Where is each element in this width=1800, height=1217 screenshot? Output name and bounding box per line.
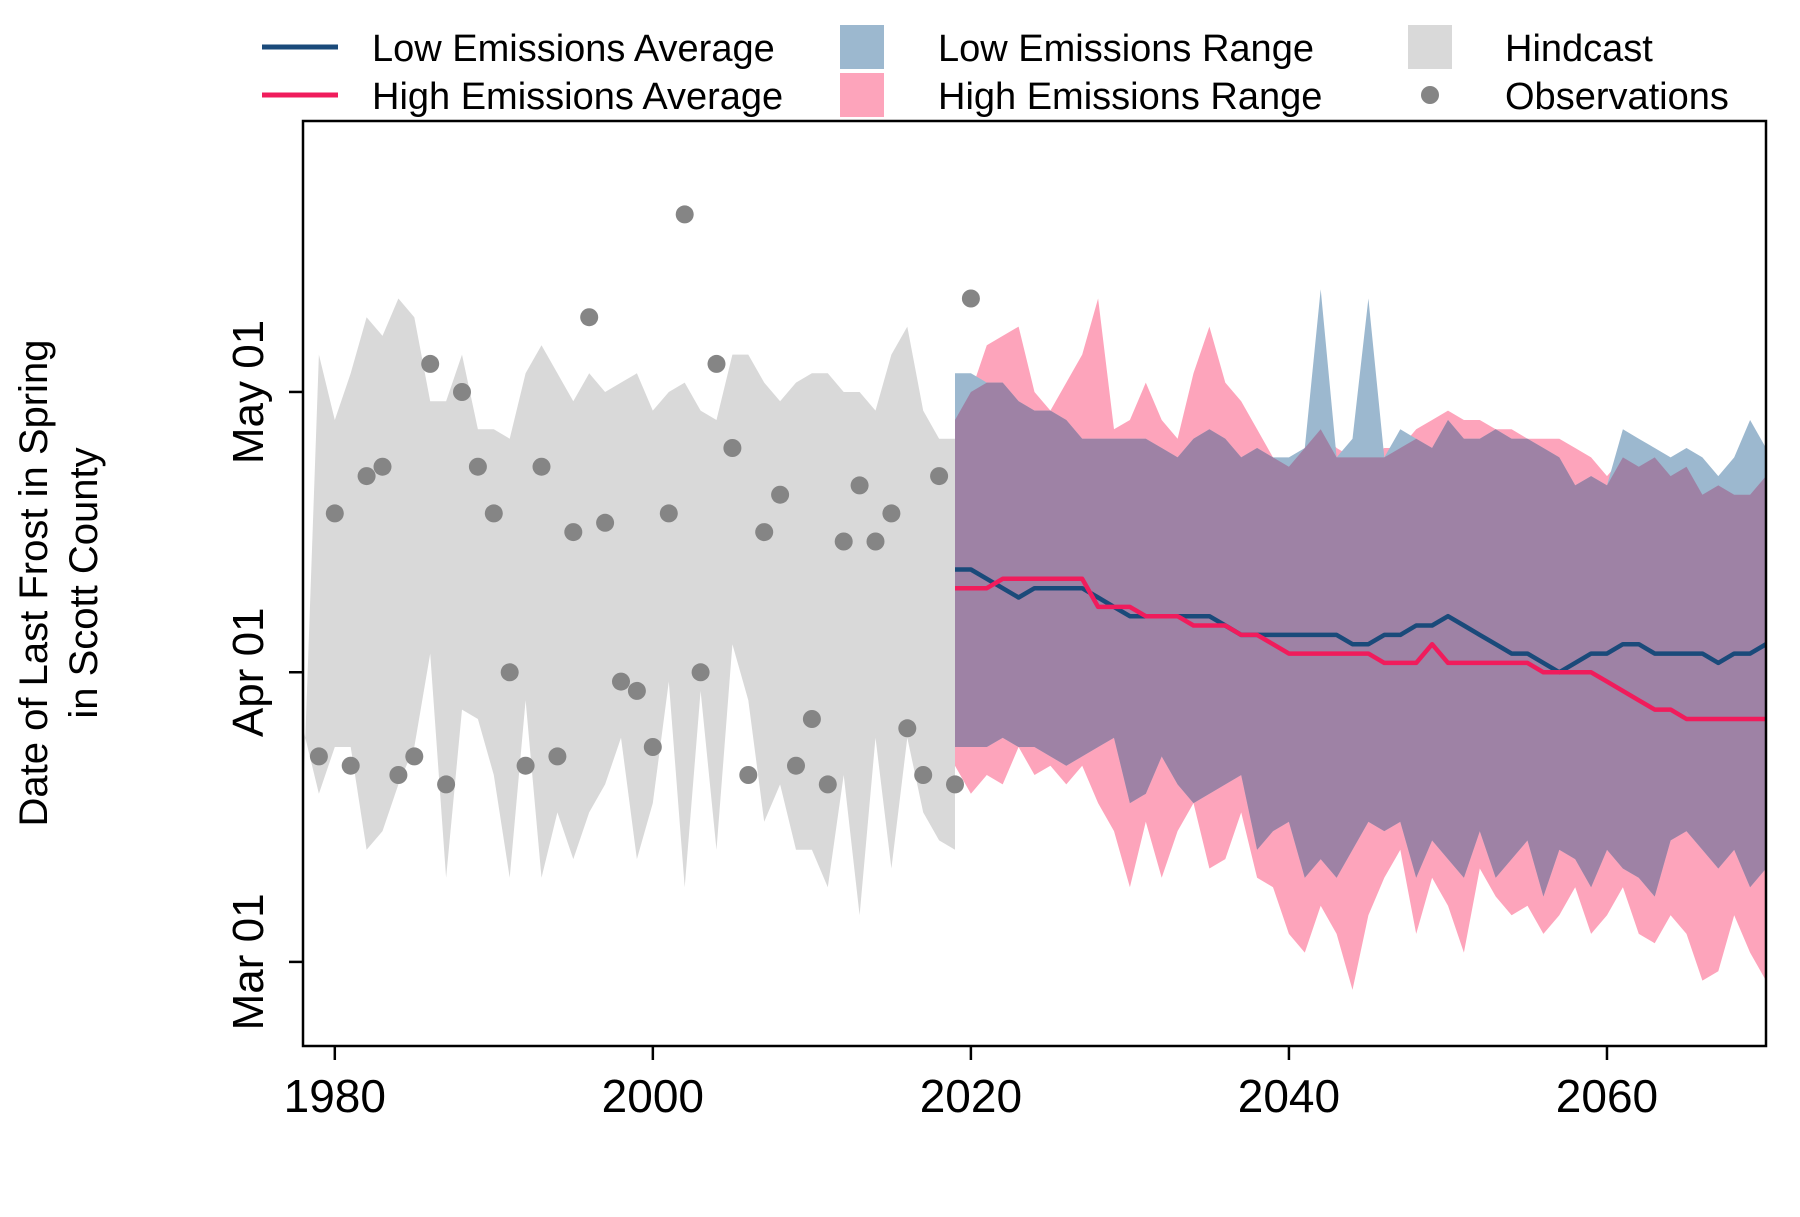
observation-point xyxy=(850,476,869,495)
observation-point xyxy=(357,467,376,486)
observation-point xyxy=(516,756,535,775)
observation-point xyxy=(914,766,933,784)
observation-point xyxy=(755,523,774,542)
observation-point xyxy=(405,747,424,766)
observation-point xyxy=(659,504,678,523)
observation-point xyxy=(580,308,599,327)
legend-high-range-swatch xyxy=(840,73,884,117)
hindcast-range-band xyxy=(303,298,955,916)
x-tick-label: 2020 xyxy=(920,1070,1022,1122)
observation-point xyxy=(468,457,487,476)
observation-point xyxy=(596,513,615,532)
y-tick-label: May 01 xyxy=(224,320,273,464)
observation-point xyxy=(389,766,408,784)
observation-point xyxy=(612,672,630,691)
plot-area xyxy=(303,205,1766,990)
x-tick-label: 1980 xyxy=(284,1070,386,1122)
observation-point xyxy=(771,485,790,504)
observation-point xyxy=(739,766,758,784)
legend-hindcast-swatch xyxy=(1408,25,1452,69)
legend-low-range-label: Low Emissions Range xyxy=(938,28,1314,70)
high-emissions-average-line xyxy=(955,576,1766,722)
observation-point xyxy=(818,775,837,794)
observation-point xyxy=(930,467,949,486)
observation-point xyxy=(898,719,917,738)
observation-point xyxy=(373,457,392,476)
legend-observations-label: Observations xyxy=(1505,76,1729,118)
observation-point xyxy=(802,710,821,728)
x-tick-label: 2000 xyxy=(602,1070,704,1122)
observation-point xyxy=(453,383,471,401)
observation-point xyxy=(500,663,519,682)
observation-point xyxy=(548,747,567,766)
observation-point xyxy=(723,439,742,457)
legend: Low Emissions Average High Emissions Ave… xyxy=(262,25,1729,118)
observation-point xyxy=(484,504,503,523)
y-tick-label: Apr 01 xyxy=(224,607,273,737)
range-overlap-band xyxy=(955,382,1766,897)
observation-point xyxy=(309,747,328,766)
observation-point xyxy=(325,504,344,523)
legend-hindcast-label: Hindcast xyxy=(1505,28,1653,70)
observation-point xyxy=(961,289,980,308)
observation-point xyxy=(643,738,662,756)
observation-point xyxy=(532,457,551,476)
plot-frame xyxy=(301,119,1768,1048)
observation-point xyxy=(564,523,583,542)
observation-point xyxy=(834,532,853,551)
observation-point xyxy=(421,354,440,373)
observation-point xyxy=(707,354,726,373)
legend-high-range-label: High Emissions Range xyxy=(938,76,1322,118)
observation-point xyxy=(627,681,646,700)
observation-point xyxy=(341,756,360,775)
observation-point xyxy=(882,504,901,523)
legend-low-average-label: Low Emissions Average xyxy=(372,28,775,70)
axes: 1980 2000 2020 2040 2060 Mar 01 Apr 01 May 01 xyxy=(224,119,1768,1122)
legend-observations-swatch xyxy=(1421,86,1439,104)
y-axis-title-line2: in Scott County xyxy=(62,447,106,718)
legend-high-average-label: High Emissions Average xyxy=(372,76,783,118)
x-tick-label: 2040 xyxy=(1238,1070,1340,1122)
y-tick-label: Mar 01 xyxy=(224,893,273,1030)
observation-point xyxy=(866,532,885,551)
legend-low-range-swatch xyxy=(840,25,884,69)
observation-point xyxy=(787,756,805,775)
x-tick-label: 2060 xyxy=(1556,1070,1658,1122)
observation-point xyxy=(946,775,964,794)
observation-point xyxy=(675,205,694,224)
y-axis-title-line1: Date of Last Frost in Spring xyxy=(12,340,56,827)
observation-point xyxy=(437,775,456,794)
observation-point xyxy=(691,663,710,682)
